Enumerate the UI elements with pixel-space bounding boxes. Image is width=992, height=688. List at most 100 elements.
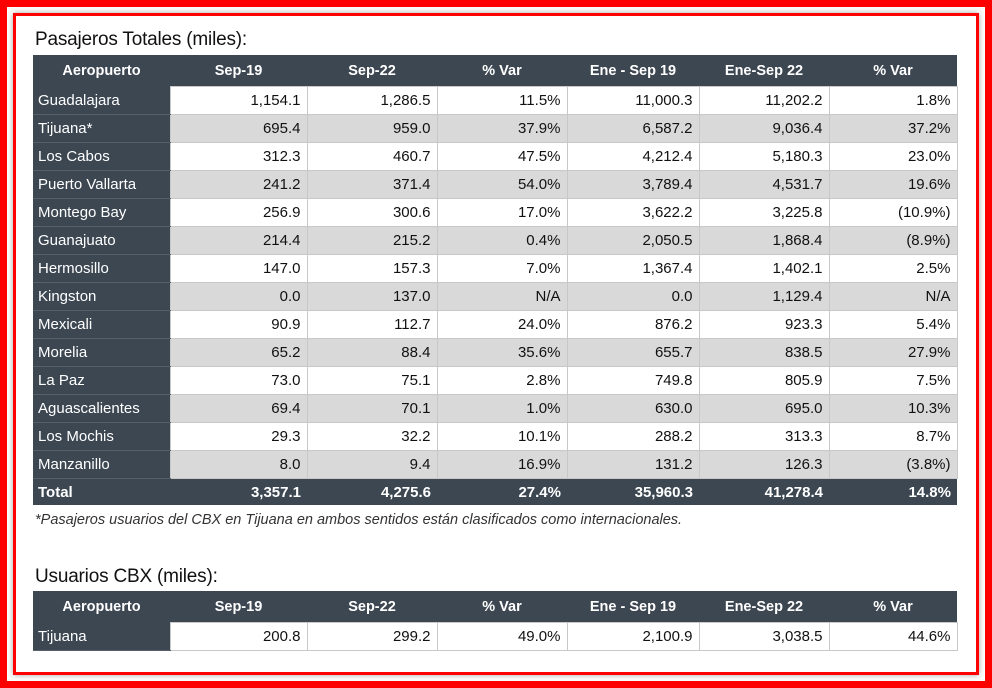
airport-name: La Paz (33, 366, 170, 395)
table-cell: 88.4 (306, 338, 438, 367)
table-cell: 214.4 (169, 226, 308, 255)
table-row: Guadalajara 1,154.1 1,286.5 11.5% 11,000.3 11… (33, 86, 958, 115)
table-cell: 2,100.9 (566, 622, 700, 651)
table-cell: 0.0 (566, 282, 700, 311)
total-cell: 41,278.4 (699, 478, 829, 505)
airport-name: Morelia (33, 338, 170, 367)
table-cell: 695.0 (698, 394, 830, 423)
table-row: Mexicali 90.9 112.7 24.0% 876.2 923.3 5.4% (33, 310, 958, 339)
table-cell: 7.0% (436, 254, 568, 283)
table-cell: 655.7 (566, 338, 700, 367)
table-cell: 137.0 (306, 282, 438, 311)
table-cell: 49.0% (436, 622, 568, 651)
table-cell: 312.3 (169, 142, 308, 171)
table-cell: 460.7 (306, 142, 438, 171)
table-cell: 2,050.5 (566, 226, 700, 255)
table-cell: 300.6 (306, 198, 438, 227)
table-cell: 32.2 (306, 422, 438, 451)
table-cell: 147.0 (169, 254, 308, 283)
total-cell: 14.8% (829, 478, 957, 505)
column-header: % Var (829, 55, 957, 87)
table-row: Guanajuato 214.4 215.2 0.4% 2,050.5 1,868.4 (8… (33, 226, 958, 255)
table-cell: 1,129.4 (698, 282, 830, 311)
table-cell: 313.3 (698, 422, 830, 451)
table-cell: 27.9% (828, 338, 958, 367)
table-row: Hermosillo 147.0 157.3 7.0% 1,367.4 1,402.1 2.… (33, 254, 958, 283)
header-row: Aeropuerto Sep-19 Sep-22% Var Ene - Sep 19 E… (33, 55, 957, 87)
table-cell: 959.0 (306, 114, 438, 143)
airport-name: Mexicali (33, 310, 170, 339)
table-cell: 2.5% (828, 254, 958, 283)
table-cell: 0.4% (436, 226, 568, 255)
table-row: Kingston 0.0 137.0 N/A 0.0 1,129.4 N/A (33, 282, 958, 311)
passengers-title: Pasajeros Totales (miles): (35, 29, 247, 50)
table-cell: 5.4% (828, 310, 958, 339)
table-cell: 10.1% (436, 422, 568, 451)
table-cell: 200.8 (169, 622, 308, 651)
table-cell: 47.5% (436, 142, 568, 171)
airport-name: Tijuana* (33, 114, 170, 143)
table-cell: 17.0% (436, 198, 568, 227)
airport-name: Guanajuato (33, 226, 170, 255)
table-row: Tijuana* 695.4 959.0 37.9% 6,587.2 9,036.4 37.… (33, 114, 958, 143)
column-header: Ene-Sep 22 (699, 55, 829, 87)
airport-name: Manzanillo (33, 450, 170, 479)
column-header: Ene - Sep 19 (567, 55, 699, 87)
table-cell: 838.5 (698, 338, 830, 367)
table-row: Los Cabos 312.3 460.7 47.5% 4,212.4 5,180.3 23… (33, 142, 958, 171)
airport-name: Tijuana (33, 622, 170, 651)
table-cell: 5,180.3 (698, 142, 830, 171)
column-header: Aeropuerto (33, 591, 170, 623)
table-row: Montego Bay 256.9 300.6 17.0% 3,622.2 3,225.8… (33, 198, 958, 227)
table-cell: 9.4 (306, 450, 438, 479)
column-header: % Var (437, 55, 567, 87)
table-cell: 90.9 (169, 310, 308, 339)
table-cell: 2.8% (436, 366, 568, 395)
airport-name: Guadalajara (33, 86, 170, 115)
total-cell: 3,357.1 (170, 478, 307, 505)
table-cell: 35.6% (436, 338, 568, 367)
table-cell: 19.6% (828, 170, 958, 199)
table-cell: 4,531.7 (698, 170, 830, 199)
table-cell: 3,038.5 (698, 622, 830, 651)
table-cell: 241.2 (169, 170, 308, 199)
table-cell: 1,402.1 (698, 254, 830, 283)
total-cell: 27.4% (437, 478, 567, 505)
table-cell: 73.0 (169, 366, 308, 395)
table-cell: 157.3 (306, 254, 438, 283)
table-cell: 749.8 (566, 366, 700, 395)
column-header: Sep-19 (170, 55, 307, 87)
table-cell: 112.7 (306, 310, 438, 339)
table-cell: 805.9 (698, 366, 830, 395)
table-cell: 7.5% (828, 366, 958, 395)
table-cell: 8.7% (828, 422, 958, 451)
cbx-title: Usuarios CBX (miles): (35, 566, 218, 587)
table-cell: 3,622.2 (566, 198, 700, 227)
airport-name: Puerto Vallarta (33, 170, 170, 199)
column-header: Aeropuerto (33, 55, 170, 87)
cbx-table: Aeropuerto Sep-19 Sep-22% Var Ene - Sep 19 E… (33, 591, 958, 651)
column-header: Sep-22 (307, 55, 437, 87)
table-row: Morelia 65.2 88.4 35.6% 655.7 838.5 27.9% (33, 338, 958, 367)
table-cell: 37.9% (436, 114, 568, 143)
table-cell: 11,202.2 (698, 86, 830, 115)
airport-name: Los Mochis (33, 422, 170, 451)
table-cell: N/A (828, 282, 958, 311)
table-cell: 9,036.4 (698, 114, 830, 143)
table-cell: 256.9 (169, 198, 308, 227)
table-cell: 3,225.8 (698, 198, 830, 227)
table-cell: 37.2% (828, 114, 958, 143)
airport-name: Kingston (33, 282, 170, 311)
table-cell: 215.2 (306, 226, 438, 255)
airport-name: Aguascalientes (33, 394, 170, 423)
table-cell: 29.3 (169, 422, 308, 451)
table-cell: 1,367.4 (566, 254, 700, 283)
table-row: Tijuana 200.8 299.2 49.0% 2,100.9 3,038.5 44.6… (33, 622, 958, 651)
table-cell: 70.1 (306, 394, 438, 423)
table-cell: 69.4 (169, 394, 308, 423)
table-cell: 695.4 (169, 114, 308, 143)
table-cell: 131.2 (566, 450, 700, 479)
table-cell: 11,000.3 (566, 86, 700, 115)
table-cell: 6,587.2 (566, 114, 700, 143)
table-cell: 876.2 (566, 310, 700, 339)
